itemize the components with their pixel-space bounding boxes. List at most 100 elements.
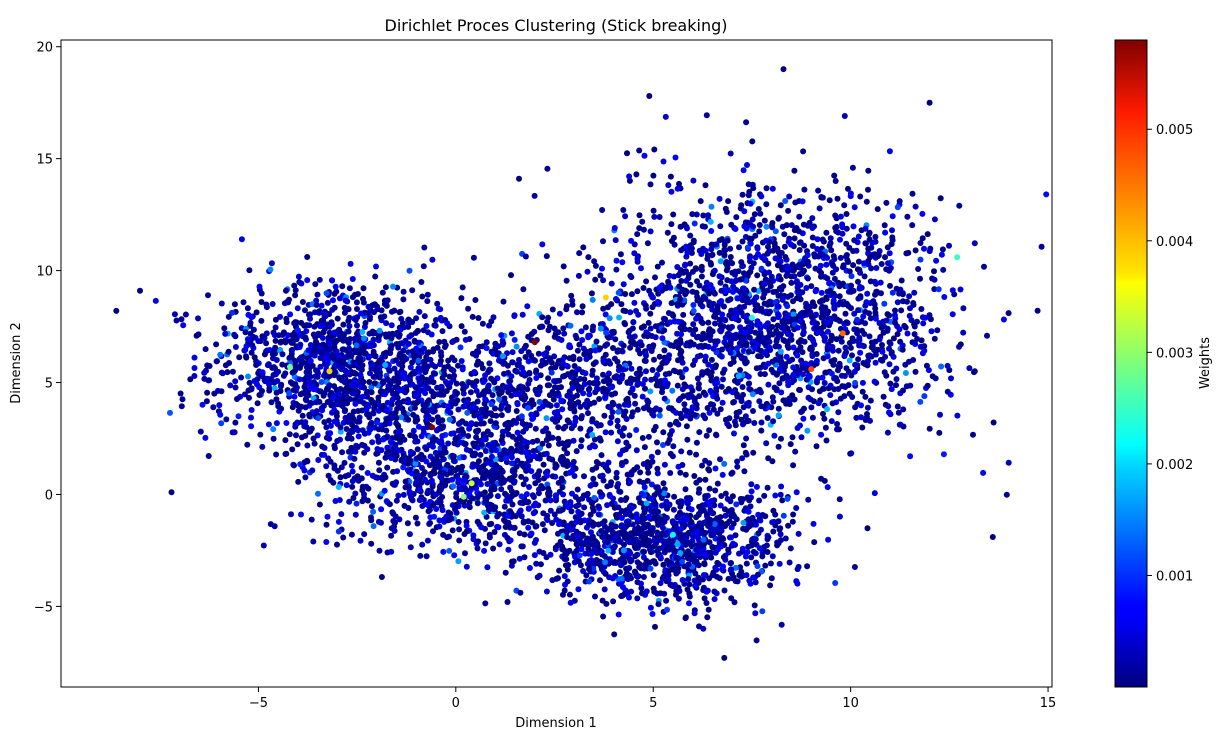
data-point bbox=[730, 520, 737, 527]
data-point bbox=[470, 532, 477, 539]
data-point bbox=[698, 507, 705, 514]
data-point bbox=[893, 382, 899, 389]
data-point bbox=[248, 407, 255, 413]
data-point bbox=[647, 604, 654, 611]
data-point bbox=[724, 496, 731, 502]
data-point bbox=[425, 508, 432, 515]
data-point bbox=[902, 370, 909, 376]
data-point bbox=[577, 425, 584, 432]
data-point bbox=[812, 265, 819, 272]
data-point bbox=[827, 240, 834, 247]
data-point bbox=[313, 408, 320, 415]
data-point bbox=[326, 323, 333, 330]
data-point bbox=[831, 172, 838, 179]
data-point bbox=[711, 521, 718, 528]
data-point bbox=[823, 261, 830, 268]
data-point bbox=[272, 324, 279, 331]
data-point bbox=[654, 514, 661, 521]
data-point bbox=[556, 310, 563, 317]
data-point bbox=[579, 531, 586, 538]
data-point bbox=[345, 340, 352, 346]
data-point bbox=[382, 284, 389, 291]
data-point bbox=[367, 306, 374, 313]
data-point bbox=[520, 428, 527, 435]
data-point bbox=[449, 527, 456, 534]
data-point bbox=[246, 379, 253, 386]
data-point bbox=[358, 366, 365, 373]
data-point bbox=[451, 357, 458, 364]
data-point bbox=[495, 343, 502, 350]
data-point bbox=[482, 495, 489, 502]
data-point bbox=[678, 498, 685, 505]
data-point bbox=[302, 432, 309, 439]
data-point bbox=[677, 469, 684, 476]
data-point bbox=[242, 329, 249, 336]
data-point bbox=[734, 463, 741, 470]
data-point bbox=[349, 276, 356, 282]
data-point bbox=[180, 322, 187, 329]
data-point bbox=[682, 471, 689, 478]
data-point bbox=[705, 212, 712, 219]
data-point bbox=[388, 548, 395, 555]
data-point bbox=[460, 477, 467, 484]
data-point bbox=[345, 318, 352, 324]
data-point bbox=[598, 493, 605, 500]
data-point bbox=[739, 297, 746, 304]
data-point bbox=[650, 207, 657, 214]
data-point bbox=[765, 455, 772, 462]
data-point bbox=[313, 302, 320, 308]
data-point bbox=[789, 392, 796, 399]
data-point bbox=[396, 353, 403, 359]
data-point bbox=[812, 288, 819, 295]
data-point bbox=[590, 475, 597, 482]
data-point bbox=[302, 334, 309, 341]
data-point bbox=[769, 224, 776, 231]
data-point bbox=[693, 546, 700, 553]
data-point bbox=[712, 549, 719, 556]
data-point bbox=[459, 284, 466, 291]
data-point bbox=[218, 420, 225, 427]
data-point bbox=[765, 381, 772, 388]
data-point bbox=[898, 277, 905, 284]
data-point bbox=[479, 320, 486, 327]
data-point bbox=[784, 303, 791, 310]
data-point bbox=[455, 362, 461, 369]
data-point bbox=[708, 554, 715, 561]
data-point bbox=[392, 513, 399, 520]
data-point bbox=[217, 351, 224, 358]
data-point bbox=[843, 240, 850, 247]
data-point bbox=[553, 497, 559, 504]
data-point bbox=[824, 346, 831, 353]
data-point bbox=[456, 526, 463, 533]
data-point bbox=[727, 150, 734, 157]
data-point bbox=[375, 518, 382, 525]
data-point bbox=[665, 278, 672, 285]
data-point bbox=[370, 342, 377, 349]
data-point bbox=[728, 560, 734, 566]
data-point bbox=[213, 341, 220, 348]
data-point bbox=[678, 525, 685, 532]
data-point bbox=[675, 272, 682, 279]
data-point bbox=[694, 375, 701, 382]
data-point bbox=[800, 148, 807, 155]
data-point bbox=[361, 495, 368, 501]
data-point bbox=[566, 502, 573, 509]
data-point bbox=[799, 371, 806, 378]
data-point bbox=[602, 311, 609, 318]
data-point bbox=[851, 310, 858, 317]
data-point bbox=[681, 401, 688, 408]
data-point bbox=[591, 494, 598, 501]
data-point bbox=[707, 218, 714, 225]
data-point bbox=[853, 414, 860, 421]
data-point bbox=[326, 329, 333, 336]
data-point bbox=[813, 443, 820, 450]
data-point bbox=[639, 513, 646, 519]
data-point bbox=[616, 314, 622, 321]
data-point bbox=[574, 486, 581, 493]
data-point bbox=[800, 415, 807, 422]
data-point bbox=[863, 198, 870, 205]
data-point bbox=[785, 379, 792, 386]
data-point bbox=[691, 412, 698, 418]
data-point bbox=[660, 480, 667, 487]
data-point bbox=[781, 231, 788, 238]
